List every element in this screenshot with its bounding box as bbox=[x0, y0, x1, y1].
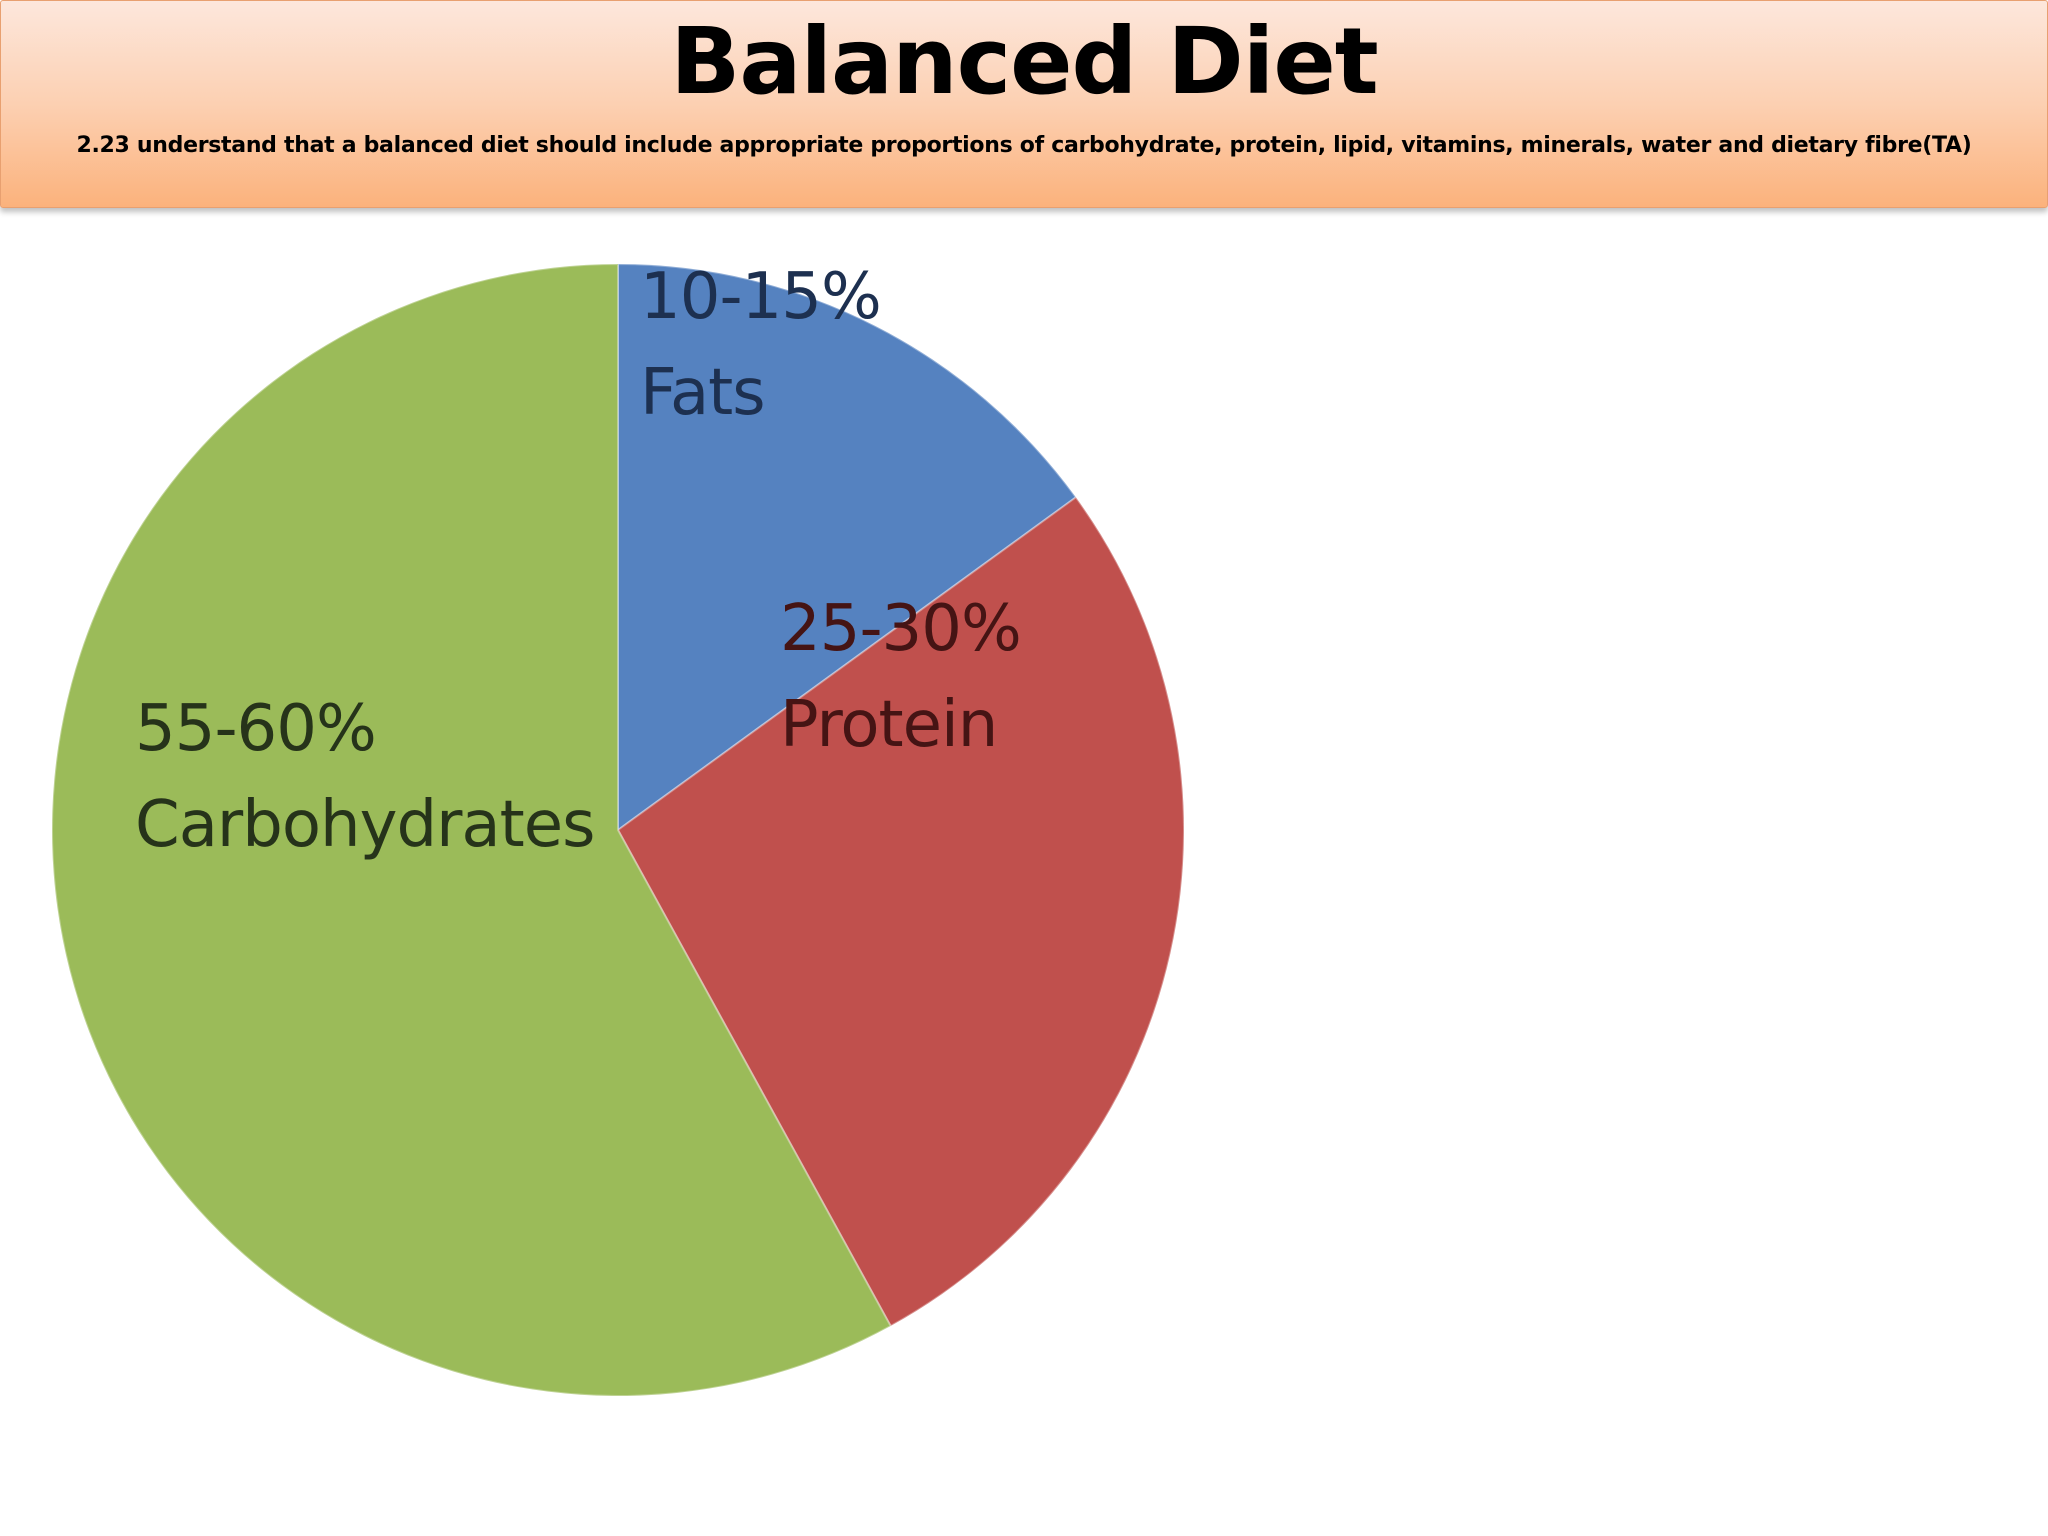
pie-slice-fats bbox=[617, 262, 1078, 832]
pie-slice-protein bbox=[616, 495, 1185, 1328]
slice-label-protein: 25-30% Protein bbox=[780, 592, 1021, 762]
pie-slices bbox=[51, 262, 1185, 1397]
slice-label-carbohydrates: 55-60% Carbohydrates bbox=[135, 692, 594, 862]
pie-chart-area: 10-15% Fats 25-30% Protein 55-60% Carbohydrat… bbox=[0, 230, 1230, 1470]
pie-chart: 10-15% Fats 25-30% Protein 55-60% Carbohydrat… bbox=[51, 260, 1185, 1397]
slice-label-name: Protein bbox=[780, 688, 997, 762]
pie-slice-carbohydrates bbox=[51, 262, 893, 1397]
slice-label-range: 55-60% bbox=[135, 692, 376, 766]
slide-title: Balanced Diet bbox=[670, 8, 1378, 115]
slide-subtitle: 2.23 understand that a balanced diet sho… bbox=[76, 133, 1972, 158]
slice-label-name: Fats bbox=[640, 356, 765, 430]
title-banner: Balanced Diet 2.23 understand that a bal… bbox=[0, 0, 2048, 208]
slice-label-fats: 10-15% Fats bbox=[640, 260, 881, 430]
slice-label-range: 25-30% bbox=[780, 592, 1021, 666]
slice-label-range: 10-15% bbox=[640, 260, 881, 334]
slice-label-name: Carbohydrates bbox=[135, 788, 594, 862]
pie-labels: 10-15% Fats 25-30% Protein 55-60% Carbohydrat… bbox=[135, 260, 1022, 862]
